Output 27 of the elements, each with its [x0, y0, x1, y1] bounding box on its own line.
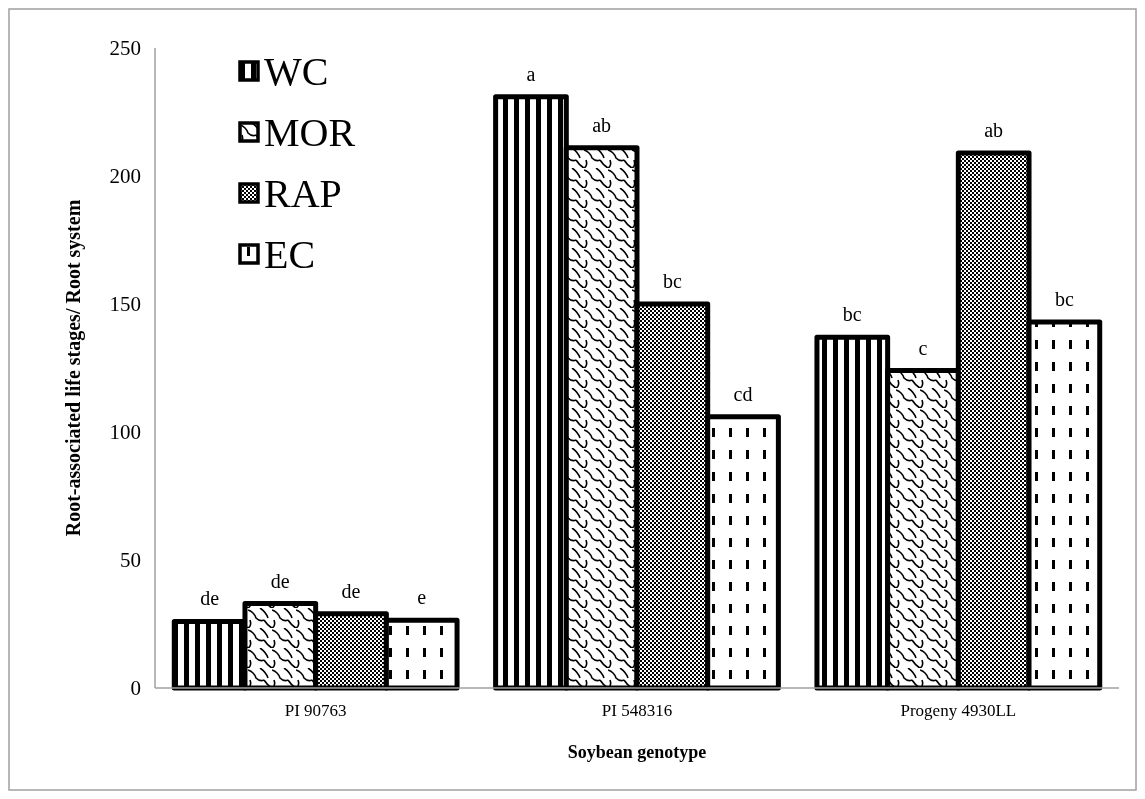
- data-label: de: [341, 579, 361, 602]
- y-tick-label: 150: [109, 292, 141, 317]
- data-label: ab: [984, 118, 1004, 141]
- data-label: bc: [662, 270, 682, 292]
- data-label: bc: [842, 303, 862, 326]
- x-axis-title: Soybean genotype: [567, 742, 707, 762]
- legend-label: EC: [264, 232, 316, 277]
- y-tick-label: 50: [120, 548, 141, 573]
- legend-label: RAP: [264, 171, 342, 216]
- data-label: cd: [733, 382, 753, 405]
- data-label: a: [526, 62, 536, 85]
- y-tick-label: 250: [109, 36, 141, 61]
- data-label: c: [918, 336, 928, 359]
- x-tick-label: PI 90763: [284, 701, 347, 720]
- data-label: de: [270, 569, 290, 592]
- y-axis-title: Root-associated life stages/ Root system: [62, 199, 85, 537]
- y-tick-label: 100: [109, 420, 141, 445]
- legend-label: WC: [264, 49, 329, 94]
- y-tick-label: 0: [130, 676, 141, 701]
- x-tick-label: Progeny 4930LL: [900, 701, 1017, 720]
- data-label: bc: [1054, 287, 1074, 310]
- data-label: e: [417, 586, 427, 609]
- legend-label: MOR: [264, 110, 356, 155]
- y-tick-label: 200: [109, 164, 141, 189]
- data-label: ab: [592, 113, 612, 136]
- data-label: de: [200, 587, 220, 610]
- x-tick-label: PI 548316: [601, 701, 673, 720]
